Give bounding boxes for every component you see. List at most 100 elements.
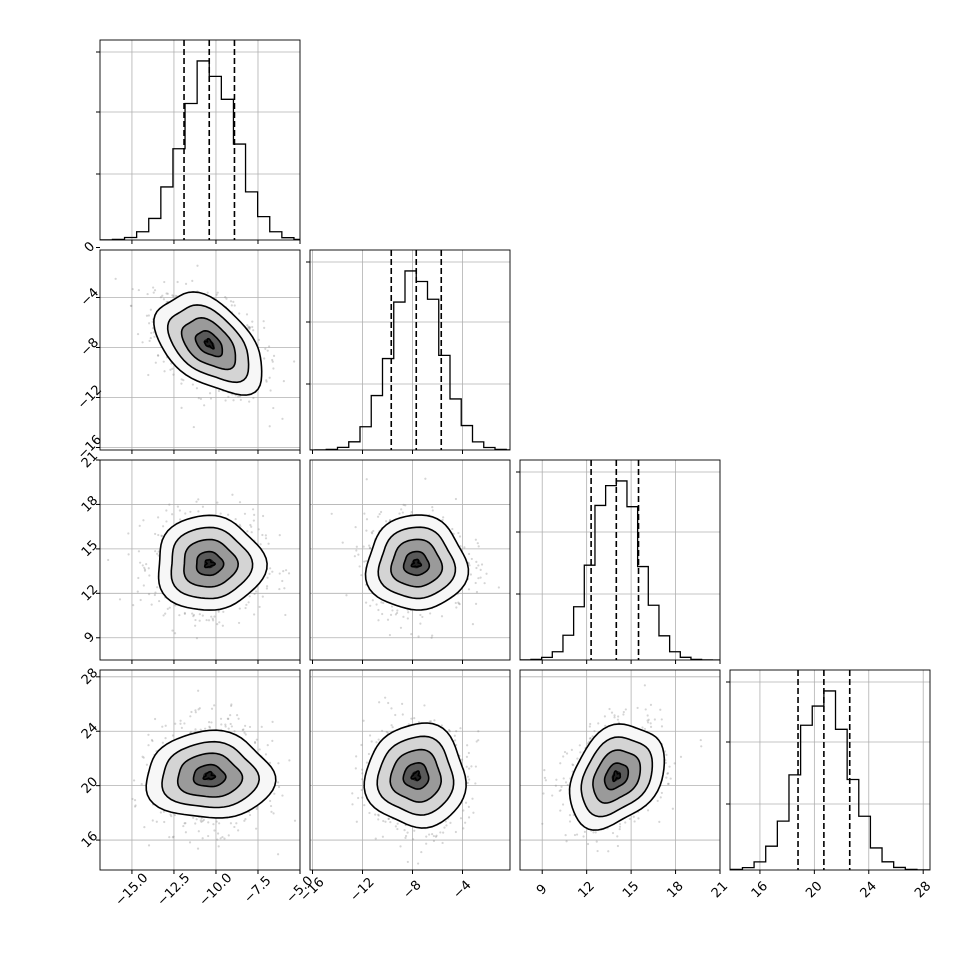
sample-point [269, 567, 272, 570]
sample-point [404, 504, 407, 507]
sample-point [133, 799, 137, 802]
sample-point [271, 570, 274, 573]
sample-point [380, 601, 383, 604]
sample-point [220, 723, 223, 726]
sample-point [227, 717, 230, 720]
sample-point [224, 296, 227, 299]
sample-point [217, 389, 221, 393]
sample-point [241, 728, 244, 732]
sample-point [216, 501, 219, 504]
sample-point [410, 717, 413, 720]
sample-point [616, 835, 619, 838]
sample-point [464, 821, 467, 824]
sample-point [477, 545, 480, 548]
contour-core [203, 558, 216, 569]
sample-point [238, 501, 242, 504]
sample-point [215, 293, 218, 296]
sample-point [201, 614, 204, 617]
sample-point [278, 572, 281, 575]
sample-point [137, 288, 140, 292]
sample-point [385, 730, 388, 734]
sample-point [281, 579, 284, 583]
y-tick-label: 18 [79, 493, 101, 515]
sample-point [472, 811, 475, 814]
sample-point [179, 722, 182, 725]
sample-point [141, 341, 144, 344]
sample-point [354, 767, 357, 770]
sample-point [462, 809, 465, 812]
sample-point [194, 711, 197, 714]
histogram-step [310, 270, 510, 450]
x-tick-label: −8 [400, 878, 424, 902]
sample-point [406, 617, 409, 620]
sample-point [431, 832, 434, 836]
sample-point [178, 614, 181, 617]
sample-point [380, 729, 384, 732]
sample-point [396, 827, 399, 831]
sample-point [264, 534, 267, 537]
sample-point [227, 834, 230, 837]
contour-line [376, 735, 455, 816]
sample-point [233, 825, 236, 829]
sample-point [361, 778, 364, 781]
sample-point [428, 833, 431, 836]
sample-point [168, 503, 171, 506]
sample-point [467, 562, 470, 565]
sample-point [475, 590, 479, 594]
sample-point [269, 389, 272, 392]
y-tick-label: −12 [75, 382, 105, 412]
sample-point [267, 345, 271, 348]
sample-point [176, 505, 180, 508]
panel-frame [99, 669, 301, 871]
sample-point [378, 701, 381, 704]
y-tick-label: 28 [79, 666, 101, 688]
sample-point [358, 565, 361, 568]
sample-point [266, 349, 269, 352]
sample-point [192, 613, 196, 617]
sample-point [209, 397, 213, 400]
sample-point [219, 512, 222, 515]
sample-point [445, 824, 448, 827]
x-tick-label: −10.0 [197, 871, 236, 910]
sample-point [146, 292, 149, 296]
sample-point [202, 818, 206, 821]
sample-point [218, 621, 221, 624]
sample-point [238, 523, 241, 527]
sample-point [165, 292, 168, 295]
sample-point [360, 788, 363, 792]
sample-point [168, 835, 171, 839]
sample-point [365, 761, 369, 764]
sample-point [449, 821, 452, 824]
sample-point [390, 605, 394, 608]
contour-line [402, 550, 431, 577]
sample-point [244, 733, 247, 736]
sample-point [278, 534, 281, 537]
sample-point [133, 805, 137, 808]
sample-point [368, 544, 371, 547]
sample-point [184, 512, 187, 515]
sample-point [118, 598, 122, 601]
sample-point [474, 782, 477, 785]
sample-point [565, 752, 569, 755]
sample-point [208, 726, 212, 729]
sample-point [441, 841, 444, 845]
contour-line [157, 514, 268, 611]
sample-point [403, 828, 406, 832]
sample-point [443, 826, 446, 829]
sample-point [204, 727, 207, 730]
sample-point [669, 777, 672, 780]
sample-point [200, 817, 203, 820]
sample-point [248, 595, 251, 598]
sample-point [367, 752, 371, 756]
sample-point [454, 830, 457, 834]
sample-point [387, 817, 390, 820]
sample-point [141, 564, 144, 567]
scatter-panel-3-2: 9 12 15 18 21 [519, 669, 731, 901]
sample-point [143, 566, 146, 569]
sample-point [613, 714, 616, 717]
sample-point [464, 801, 468, 804]
sample-point [475, 740, 478, 743]
sample-point [261, 533, 264, 537]
sample-point [596, 849, 599, 853]
contour-line [183, 538, 240, 588]
